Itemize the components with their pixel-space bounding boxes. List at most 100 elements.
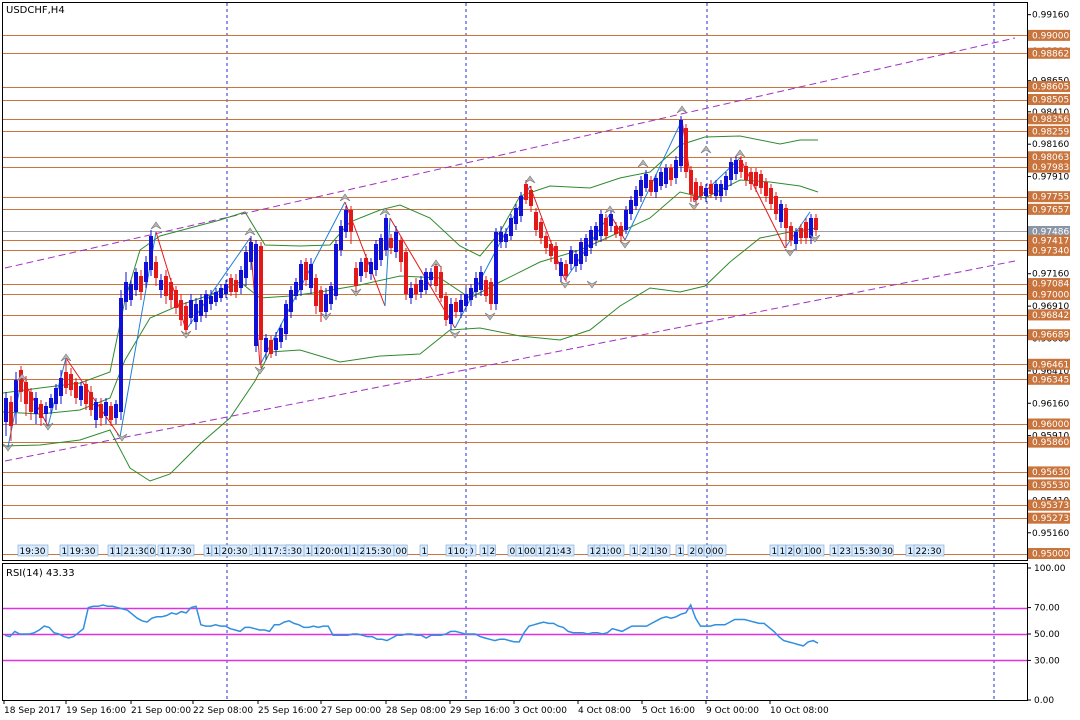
bullish-candle: [94, 402, 98, 420]
bearish-candle: [354, 268, 358, 286]
level-price-box: [1028, 288, 1070, 300]
bearish-candle: [84, 384, 88, 404]
bullish-candle: [4, 398, 8, 422]
level-price-box: [1028, 358, 1070, 370]
time-stamp-label: 1: [518, 547, 524, 557]
fractal-down-marker: [688, 202, 700, 211]
bullish-candle: [144, 262, 148, 282]
bearish-candle: [439, 272, 443, 298]
time-stamp-label: 1: [780, 547, 786, 557]
bullish-candle: [54, 388, 58, 404]
time-stamp-box: [203, 544, 212, 557]
bearish-candle: [174, 290, 178, 308]
bullish-candle: [49, 398, 53, 408]
bearish-candle: [9, 402, 13, 426]
bearish-candle: [364, 258, 368, 272]
time-stamp-label: 1: [804, 547, 810, 557]
bullish-candle: [114, 404, 118, 418]
bearish-candle: [534, 212, 538, 230]
time-stamp-box: [341, 544, 350, 557]
bullish-candle: [559, 262, 563, 276]
current-price-box: [1028, 225, 1070, 237]
bullish-candle: [794, 232, 798, 244]
zigzag-up-leg: [624, 119, 683, 241]
level-price-label: 0.98063: [1032, 153, 1069, 163]
time-stamp-box: [487, 544, 496, 557]
bullish-candle: [639, 180, 643, 196]
time-stamp-box: [913, 544, 945, 557]
bullish-candle: [384, 218, 388, 250]
bearish-candle: [744, 166, 748, 180]
bullish-candle: [209, 296, 213, 304]
bearish-candle: [314, 278, 318, 306]
bullish-candle: [809, 218, 813, 238]
bearish-candle: [529, 190, 533, 206]
bullish-candle: [729, 162, 733, 180]
bullish-candle: [369, 262, 373, 274]
bearish-candle: [774, 196, 778, 214]
bullish-candle: [624, 210, 628, 230]
bullish-candle: [409, 288, 413, 298]
time-stamp-box: [599, 544, 608, 557]
bearish-candle: [489, 282, 493, 304]
bearish-candle: [179, 300, 183, 320]
time-stamp-label: 0: [706, 547, 712, 557]
fractal-up-marker: [244, 227, 256, 236]
bullish-candle: [659, 172, 663, 186]
rsi-title: RSI(14) 43.33: [6, 568, 75, 579]
level-price-box: [1028, 278, 1070, 290]
bullish-candle: [429, 272, 433, 280]
rsi-tick-label: 70.00: [1034, 604, 1060, 614]
bearish-candle: [229, 278, 233, 292]
time-axis-label: 21 Sep 00:00: [131, 706, 191, 716]
time-stamp-label: 1: [116, 547, 122, 557]
bearish-candle: [29, 392, 33, 412]
level-price-box: [1028, 499, 1070, 511]
time-stamp-label: 1: [678, 547, 684, 557]
time-stamp-label: :30: [288, 547, 303, 557]
bullish-candle: [594, 226, 598, 240]
time-stamp-label: 1: [650, 547, 656, 557]
bullish-candle: [424, 272, 428, 290]
time-stamp-label: 19:30: [20, 547, 46, 557]
fractal-up-marker: [339, 193, 351, 202]
time-stamp-label: 2: [788, 547, 794, 557]
bullish-candle: [569, 250, 573, 264]
level-price-label: 0.97486: [1032, 227, 1069, 237]
time-stamp-box: [17, 544, 49, 557]
level-price-box: [1028, 161, 1070, 173]
bullish-candle: [394, 232, 398, 252]
chart-title: USDCHF,H4: [6, 5, 65, 16]
bearish-candle: [784, 208, 788, 228]
bullish-candle: [459, 300, 463, 312]
level-price-box: [1028, 113, 1070, 125]
level-price-box: [1028, 512, 1070, 524]
bearish-candle: [349, 210, 353, 232]
bearish-candle: [739, 160, 743, 172]
bullish-candle: [194, 304, 198, 322]
time-stamp-box: [687, 544, 696, 557]
level-price-box: [1028, 466, 1070, 478]
bullish-candle: [279, 328, 283, 342]
bullish-candle: [14, 380, 18, 412]
fractal-up-marker: [150, 221, 162, 230]
level-price-box: [1028, 479, 1070, 491]
bullish-candle: [734, 160, 738, 174]
bearish-candle: [524, 184, 528, 200]
time-stamp-label: 00: [396, 547, 408, 557]
bearish-candle: [614, 226, 618, 234]
bullish-candle: [284, 304, 288, 334]
bullish-candle: [584, 238, 588, 256]
level-price-label: 0.96842: [1032, 311, 1069, 321]
bearish-candle: [89, 392, 93, 410]
level-price-box: [1028, 548, 1070, 560]
bearish-candle: [414, 284, 418, 294]
bullish-candle: [159, 280, 163, 290]
time-stamp-box: [879, 544, 894, 557]
bearish-candle: [404, 252, 408, 294]
time-stamp-label: 15:30: [366, 547, 392, 557]
bearish-candle: [544, 236, 548, 248]
bullish-candle: [344, 210, 348, 232]
time-stamp-box: [251, 544, 260, 557]
